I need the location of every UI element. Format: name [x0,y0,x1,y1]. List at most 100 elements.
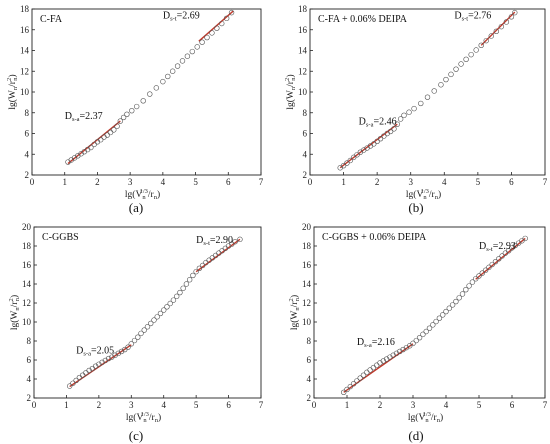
data-point [165,73,171,80]
data-point [131,337,138,344]
x-tick-label: 7 [259,400,264,410]
data-point [102,357,109,364]
data-point [154,314,160,320]
data-point [161,307,167,313]
data-point [160,78,166,85]
x-tick-label: 6 [510,400,515,410]
data-point [194,44,200,50]
data-point [199,39,205,45]
y-tick-label: 14 [20,46,30,56]
data-point [438,82,444,88]
data-point [357,375,363,381]
x-axis-title: lg(Vn1/3/rn) [126,411,161,424]
x-tick-label: 7 [543,400,548,410]
y-tick-label: 18 [20,4,30,14]
y-tick-label: 6 [303,129,308,139]
x-tick-label: 4 [444,400,449,410]
data-point [423,328,429,335]
data-point [223,15,230,22]
x-tick-label: 6 [226,400,231,410]
data-point [496,256,502,262]
x-tick-label: 7 [543,177,548,187]
y-tick-label: 12 [302,298,311,308]
data-point [107,129,114,136]
fit-line [69,344,132,388]
data-point [416,334,423,341]
y-axis-title: lg(Wn/r2n) [8,295,21,330]
x-axis-title: lg(Vn1/3/rn) [408,411,443,424]
y-tick-label: 8 [25,108,30,118]
data-point [443,76,449,83]
data-point [347,157,353,164]
x-tick-label: 4 [161,177,166,187]
x-tick-label: 3 [128,177,133,187]
x-axis-title: lg(Vn1/3/rn) [125,188,160,201]
data-point [410,340,416,347]
data-point [92,363,99,369]
y-tick-label: 4 [27,374,32,384]
y-tick-label: 12 [22,298,31,308]
x-tick-label: 2 [97,400,102,410]
x-tick-label: 0 [312,400,317,410]
y-tick-label: 14 [22,279,32,289]
data-point [174,63,181,69]
panel-title: C-GGBS [42,232,79,243]
y-tick-label: 18 [302,241,312,251]
data-point [340,162,347,169]
data-point [431,88,437,94]
y-tick-label: 16 [298,25,308,35]
data-point [446,305,452,311]
data-point [370,364,377,371]
data-point [164,304,170,310]
y-axis-title: lg(Wn/r2n) [6,74,19,109]
data-point [469,279,476,285]
data-point [468,51,474,58]
data-point [111,127,117,133]
data-point [406,109,412,115]
y-tick-label: 6 [307,355,312,365]
fractal-annotation: Ds-a=2.46 [359,117,397,129]
data-point [97,137,104,143]
y-tick-label: 4 [25,149,30,159]
data-point [190,272,196,279]
data-point [167,300,173,307]
y-tick-label: 10 [302,317,312,327]
panel-title: C-GGBS + 0.06% DEIPA [322,232,427,243]
data-point [377,135,384,142]
y-tick-label: 8 [27,336,32,346]
x-tick-label: 4 [442,177,447,187]
panel-caption: (d) [408,428,423,443]
data-point [390,352,396,358]
data-point [503,19,510,25]
data-point [140,98,146,104]
data-point [109,354,115,360]
x-tick-label: 1 [62,177,67,187]
chart-panel-1: 0 1 2 3 4 5 6 724681012141618C-FAlg(Vn1/3/rn)lg… [6,4,264,215]
x-axis-title: lg(Vn1/3/rn) [406,188,441,201]
data-point [70,380,76,386]
y-tick-label: 10 [298,87,308,97]
data-point [66,383,73,389]
data-point [232,239,238,245]
x-tick-label: 5 [477,400,482,410]
data-point [458,61,464,67]
data-point [148,320,154,327]
data-point [117,118,124,124]
data-point [448,71,454,78]
y-tick-label: 2 [303,170,308,180]
data-point [204,34,210,41]
data-point [483,37,489,44]
x-tick-label: 0 [308,177,313,187]
data-point [193,268,199,275]
data-point [138,330,144,337]
data-point [473,276,479,282]
data-point [129,107,135,114]
data-point [347,383,353,390]
data-point [360,372,367,378]
data-point [114,123,120,129]
plot-frame [33,226,262,399]
data-point [125,344,131,350]
data-point [344,160,350,166]
